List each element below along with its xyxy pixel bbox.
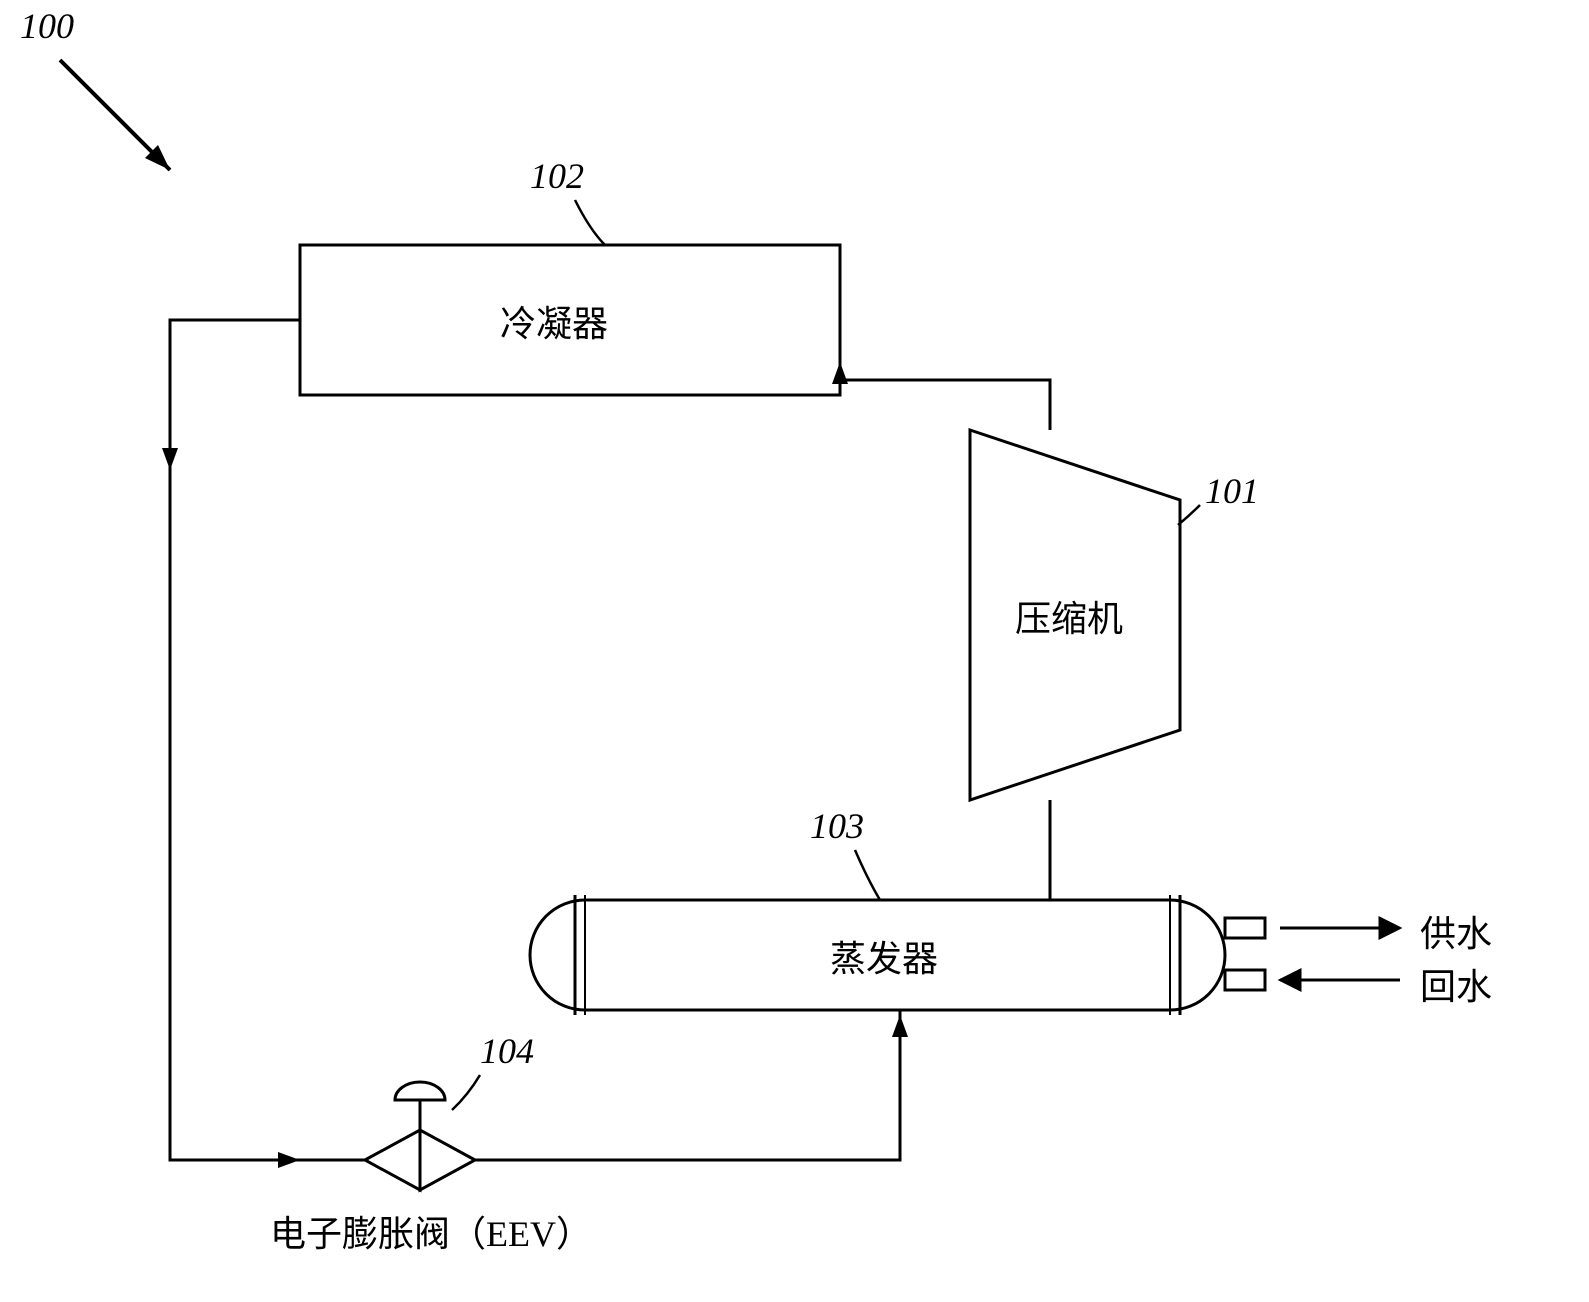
eev-text: 电子膨胀阀（EEV） [270,1205,592,1257]
evaporator-ref-label: 103 [810,805,864,847]
pipe-eev-to-evap [475,1010,908,1160]
water-return-label: 回水 [1420,958,1492,1010]
condenser-ref-leader [575,200,605,245]
pipe-condenser-to-eev [162,320,365,1168]
evaporator-ref-leader [855,850,880,900]
eev-ref-label: 104 [480,1030,534,1072]
evaporator-text: 蒸发器 [830,930,938,982]
compressor-text: 压缩机 [1015,590,1123,642]
water-supply-label: 供水 [1420,905,1492,957]
system-ref-label: 100 [20,5,74,47]
eev-node [365,1082,475,1190]
diagram-canvas [0,0,1589,1302]
system-ref-arrow [60,60,170,170]
compressor-ref-label: 101 [1205,470,1259,512]
condenser-text: 冷凝器 [500,295,608,347]
eev-ref-leader [452,1075,480,1110]
condenser-ref-label: 102 [530,155,584,197]
pipe-compressor-to-condenser [832,360,1050,430]
